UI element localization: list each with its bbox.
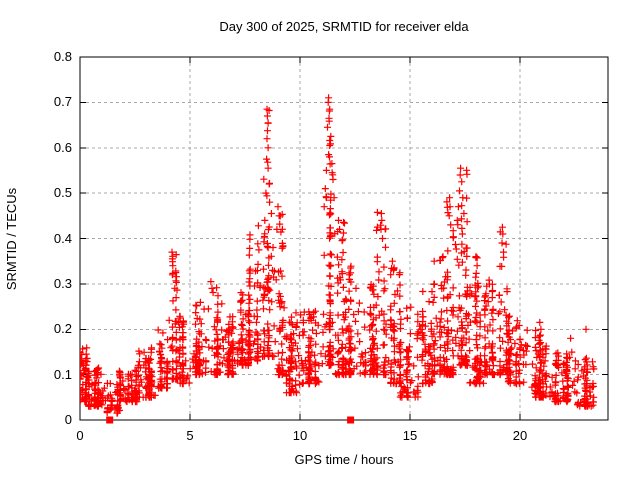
x-tick-label: 15 bbox=[402, 428, 418, 443]
y-tick-label: 0.3 bbox=[53, 275, 72, 291]
x-tick-label: 0 bbox=[76, 428, 84, 443]
y-tick-label: 0.4 bbox=[53, 230, 72, 246]
y-tick-label: 0.2 bbox=[53, 321, 72, 337]
y-tick-label: 0.7 bbox=[53, 94, 72, 110]
flagged-epoch-marker bbox=[347, 416, 355, 424]
x-tick-label: 5 bbox=[186, 428, 194, 443]
y-tick-label: 0.5 bbox=[53, 185, 72, 201]
y-tick-label: 0.6 bbox=[53, 139, 72, 155]
x-tick-label: 20 bbox=[512, 428, 528, 443]
y-tick-label: 0.1 bbox=[53, 366, 72, 382]
chart-title: Day 300 of 2025, SRMTID for receiver eld… bbox=[219, 19, 469, 34]
x-tick-label: 10 bbox=[292, 428, 308, 443]
y-axis-label: SRMTID / TECUs bbox=[4, 187, 19, 291]
x-axis-label: GPS time / hours bbox=[294, 452, 394, 467]
y-tick-label: 0 bbox=[64, 412, 72, 427]
flagged-epoch-marker bbox=[106, 416, 114, 424]
y-tick-label: 0.8 bbox=[53, 49, 72, 64]
